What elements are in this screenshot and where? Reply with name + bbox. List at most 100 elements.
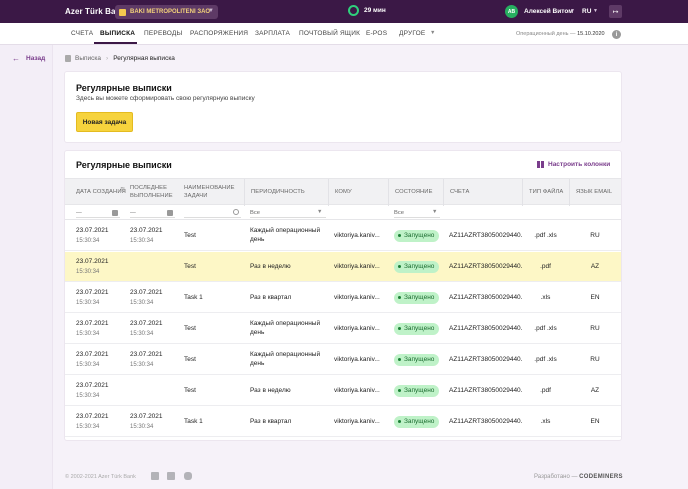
user-chevron-down-icon[interactable]: ▼ <box>570 8 575 14</box>
status-dot-icon <box>398 265 401 269</box>
developer-credit[interactable]: Разработано — CODEMINERS <box>534 474 623 480</box>
table-row[interactable]: 23.07.2021 15:30:34 Test Раз в неделю viktor… <box>65 252 621 282</box>
user-name[interactable]: Алексей Витом <box>524 8 574 15</box>
cell-account-text: AZ11AZRT38050029440... <box>449 355 522 363</box>
cell-status: Запущено <box>394 252 444 282</box>
tab-orders[interactable]: РАСПОРЯЖЕНИЯ <box>190 30 249 37</box>
header-account-label: Счета <box>450 188 470 195</box>
chevron-down-icon[interactable]: ▼ <box>317 209 323 215</box>
tab-statement[interactable]: ВЫПИСКА <box>100 30 136 37</box>
table-row[interactable]: 23.07.2021 15:30:34 23.07.2021 15:30:34 Test… <box>65 345 621 375</box>
cell-account: AZ11AZRT38050029440... <box>449 345 522 375</box>
header-last-run[interactable]: Последнее выполнение <box>130 179 183 206</box>
header-period-label: Периодичность <box>251 188 305 195</box>
back-button[interactable]: ← Назад <box>12 54 45 63</box>
credit-brand: CODEMINERS <box>579 474 623 480</box>
cell-to: viktoriya.kaniv... <box>334 283 386 313</box>
table-row[interactable]: 23.07.2021 15:30:34 23.07.2021 15:30:34 Task… <box>65 283 621 313</box>
cell-last <box>130 376 182 406</box>
cell-to: viktoriya.kaniv... <box>334 345 386 375</box>
header-status[interactable]: Состояние <box>388 179 443 206</box>
cell-name: Test <box>184 314 244 344</box>
other-chevron-down-icon[interactable]: ▼ <box>430 30 436 36</box>
tab-accounts[interactable]: СЧЕТА <box>71 30 94 37</box>
instagram-icon[interactable] <box>184 472 192 480</box>
cell-account: AZ11AZRT38050029440... <box>449 283 522 313</box>
statements-table-card: Регулярные выписки Настроить колонки Дат… <box>65 151 621 440</box>
table-row[interactable]: 23.07.2021 15:30:34 Test Раз в неделю viktor… <box>65 376 621 406</box>
cell-status: Запущено <box>394 314 444 344</box>
cell-file: .pdf .xls <box>522 221 569 251</box>
cell-created-text: 23.07.2021 <box>76 350 109 358</box>
cell-lang-text: RU <box>590 231 600 239</box>
arrow-left-icon: ← <box>12 54 20 63</box>
status-text: Запущено <box>404 293 435 301</box>
linkedin-icon[interactable] <box>167 472 175 480</box>
cell-last-time: 15:30:34 <box>130 238 154 245</box>
header-file-type[interactable]: Тип файла <box>522 179 569 206</box>
cell-account-text: AZ11AZRT38050029440... <box>449 293 522 301</box>
cell-last: 23.07.2021 15:30:34 <box>130 407 182 437</box>
filter-period[interactable]: Все ▼ <box>250 206 326 220</box>
company-selector[interactable]: BAKI METROPOLITENI ЗАО ▼ <box>115 5 218 19</box>
cell-account-text: AZ11AZRT38050029440... <box>449 324 522 332</box>
filter-period-value: Все <box>250 210 260 216</box>
facebook-icon[interactable] <box>151 472 159 480</box>
table-row[interactable]: 23.07.2021 15:30:34 23.07.2021 15:30:34 Test… <box>65 314 621 344</box>
cell-to-text: viktoriya.kaniv... <box>334 293 380 301</box>
status-dot-icon <box>398 389 401 393</box>
cell-file-text: .pdf .xls <box>534 324 557 332</box>
header-task-name[interactable]: Наименование задачи <box>184 179 244 206</box>
language-selector[interactable]: RU <box>582 8 592 15</box>
intro-title: Регулярные выписки <box>76 83 172 93</box>
logout-icon[interactable]: ↦ <box>609 5 622 18</box>
cell-account: AZ11AZRT38050029440... <box>449 221 522 251</box>
sort-icon[interactable]: ⇅ <box>120 187 126 194</box>
header-to[interactable]: Кому <box>328 179 388 206</box>
status-badge: Запущено <box>394 229 440 243</box>
filter-status[interactable]: Все ▼ <box>394 206 440 220</box>
status-badge: Запущено <box>394 260 440 274</box>
header-period[interactable]: Периодичность <box>244 179 328 206</box>
tab-transfers[interactable]: ПЕРЕВОДЫ <box>144 30 183 37</box>
cell-created-text: 23.07.2021 <box>76 381 109 389</box>
tab-other[interactable]: ДРУГОЕ <box>399 30 426 37</box>
cell-status: Запущено <box>394 283 444 313</box>
calendar-icon[interactable] <box>112 210 118 216</box>
cell-file: .pdf <box>522 252 569 282</box>
filter-last-run[interactable]: — <box>130 206 175 220</box>
search-icon[interactable] <box>233 209 239 215</box>
header-created[interactable]: Дата создания ⇅ <box>76 179 126 206</box>
active-tab-underline <box>94 42 137 44</box>
status-badge: Запущено <box>394 322 440 336</box>
filter-task-name[interactable] <box>184 206 241 220</box>
language-chevron-down-icon[interactable]: ▼ <box>593 8 598 14</box>
cell-account: AZ11AZRT38050029440... <box>449 314 522 344</box>
filter-created[interactable]: — <box>76 206 120 220</box>
cell-lang-text: AZ <box>590 262 600 270</box>
cell-file: .pdf .xls <box>522 345 569 375</box>
table-row[interactable]: 23.07.2021 15:30:34 23.07.2021 15:30:34 Task… <box>65 407 621 437</box>
tab-epos[interactable]: E-POS <box>366 30 388 37</box>
configure-columns-button[interactable]: Настроить колонки <box>537 161 610 168</box>
cell-last-text: 23.07.2021 <box>130 226 163 234</box>
tab-mailbox[interactable]: ПОЧТОВЫЙ ЯЩИК <box>299 30 361 37</box>
cell-name: Test <box>184 221 244 251</box>
cell-file-text: .pdf <box>540 262 551 270</box>
breadcrumb-root[interactable]: Выписка <box>75 55 102 62</box>
table-row[interactable]: 23.07.2021 15:30:34 23.07.2021 15:30:34 Test… <box>65 221 621 251</box>
chevron-down-icon[interactable]: ▼ <box>432 209 438 215</box>
cell-to-text: viktoriya.kaniv... <box>334 324 380 332</box>
avatar[interactable]: AB <box>505 5 518 18</box>
calendar-icon[interactable] <box>167 210 173 216</box>
cell-created: 23.07.2021 15:30:34 <box>76 376 128 406</box>
status-text: Запущено <box>404 417 435 425</box>
cell-to: viktoriya.kaniv... <box>334 221 386 251</box>
header-account[interactable]: Счета <box>443 179 522 206</box>
header-email-lang[interactable]: Язык email <box>569 179 621 206</box>
tab-salary[interactable]: ЗАРПЛАТА <box>255 30 291 37</box>
bank-logo[interactable]: Azer Türk Bank <box>65 7 126 16</box>
back-label: Назад <box>26 55 46 62</box>
new-task-button[interactable]: Новая задача <box>76 112 133 132</box>
info-icon[interactable]: i <box>612 30 621 39</box>
